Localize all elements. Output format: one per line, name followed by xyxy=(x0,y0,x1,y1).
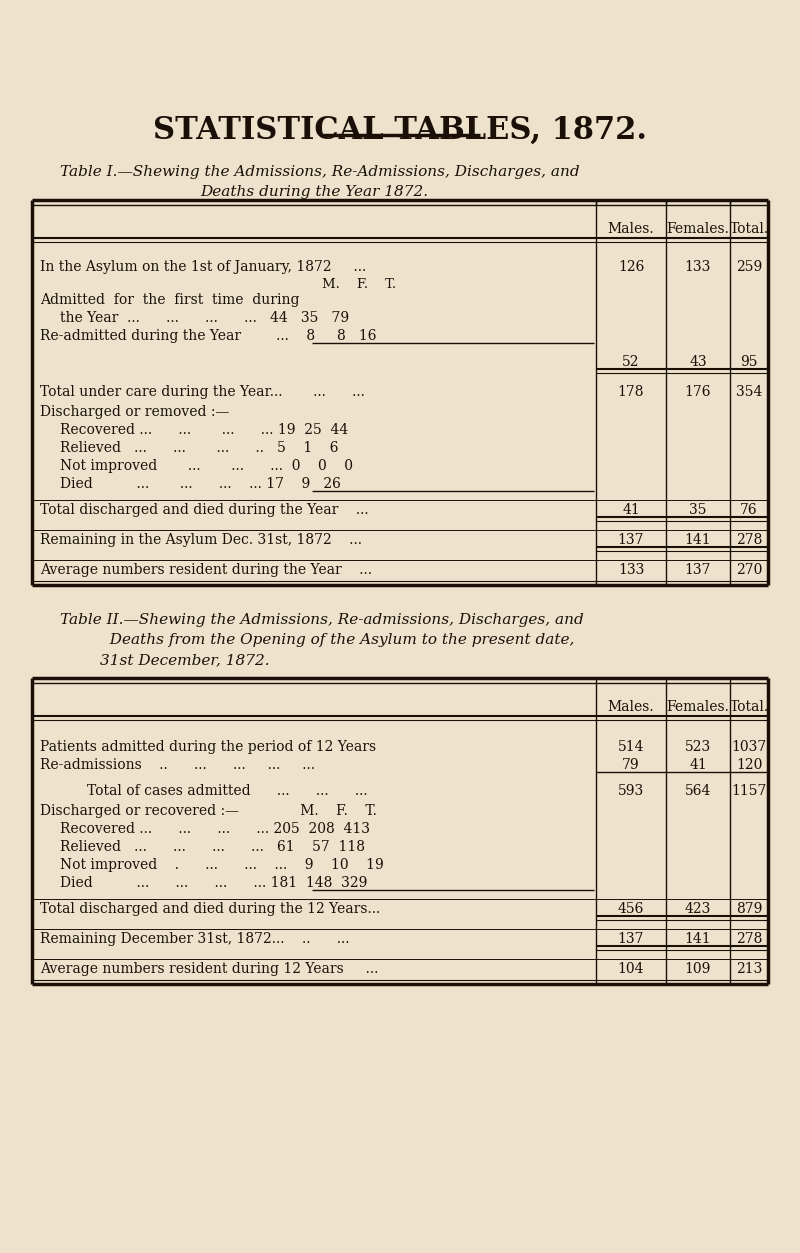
Text: 423: 423 xyxy=(685,902,711,916)
Text: Deaths during the Year 1872.: Deaths during the Year 1872. xyxy=(200,185,428,199)
Text: Total.: Total. xyxy=(730,222,769,236)
Text: 133: 133 xyxy=(618,563,644,576)
Text: 52: 52 xyxy=(622,355,640,368)
Text: 95: 95 xyxy=(740,355,758,368)
Text: M.    F.    T.: M. F. T. xyxy=(322,278,396,291)
Text: Remaining December 31st, 1872...    ..      ...: Remaining December 31st, 1872... .. ... xyxy=(40,932,350,946)
Text: Admitted  for  the  first  time  during: Admitted for the first time during xyxy=(40,293,299,307)
Text: Table I.—Shewing the Admissions, Re-Admissions, Discharges, and: Table I.—Shewing the Admissions, Re-Admi… xyxy=(60,165,580,179)
Text: 523: 523 xyxy=(685,741,711,754)
Text: Total discharged and died during the Year    ...: Total discharged and died during the Yea… xyxy=(40,502,369,517)
Text: Average numbers resident during the Year    ...: Average numbers resident during the Year… xyxy=(40,563,372,576)
Text: 354: 354 xyxy=(736,385,762,398)
Text: 278: 278 xyxy=(736,533,762,548)
Text: Not improved       ...       ...      ...  0    0    0: Not improved ... ... ... 0 0 0 xyxy=(60,459,353,472)
Text: 178: 178 xyxy=(618,385,644,398)
Text: 141: 141 xyxy=(685,533,711,548)
Text: Re-admissions    ..      ...      ...     ...     ...: Re-admissions .. ... ... ... ... xyxy=(40,758,315,772)
Text: Deaths from the Opening of the Asylum to the present date,: Deaths from the Opening of the Asylum to… xyxy=(100,633,574,647)
Text: Females.: Females. xyxy=(666,700,730,714)
Text: 41: 41 xyxy=(622,502,640,517)
Text: 120: 120 xyxy=(736,758,762,772)
Text: 259: 259 xyxy=(736,261,762,274)
Text: 41: 41 xyxy=(689,758,707,772)
Text: Table II.—Shewing the Admissions, Re-admissions, Discharges, and: Table II.—Shewing the Admissions, Re-adm… xyxy=(60,613,584,626)
Text: Re-admitted during the Year        ...    8     8   16: Re-admitted during the Year ... 8 8 16 xyxy=(40,330,377,343)
Text: Relieved   ...      ...      ...      ...   61    57  118: Relieved ... ... ... ... 61 57 118 xyxy=(60,840,365,855)
Text: 137: 137 xyxy=(618,533,644,548)
Text: 141: 141 xyxy=(685,932,711,946)
Text: 593: 593 xyxy=(618,784,644,798)
Text: Males.: Males. xyxy=(608,700,654,714)
Text: 514: 514 xyxy=(618,741,644,754)
Text: In the Asylum on the 1st of January, 1872     ...: In the Asylum on the 1st of January, 187… xyxy=(40,261,366,274)
Text: Total of cases admitted      ...      ...      ...: Total of cases admitted ... ... ... xyxy=(87,784,368,798)
Text: Males.: Males. xyxy=(608,222,654,236)
Text: Discharged or recovered :—              M.    F.    T.: Discharged or recovered :— M. F. T. xyxy=(40,804,377,818)
Text: Total.: Total. xyxy=(730,700,769,714)
Text: 137: 137 xyxy=(685,563,711,576)
Text: 137: 137 xyxy=(618,932,644,946)
Text: 270: 270 xyxy=(736,563,762,576)
Text: 79: 79 xyxy=(622,758,640,772)
Text: 126: 126 xyxy=(618,261,644,274)
Text: Not improved    .      ...      ...    ...    9    10    19: Not improved . ... ... ... 9 10 19 xyxy=(60,858,384,872)
Text: 176: 176 xyxy=(685,385,711,398)
Text: 1037: 1037 xyxy=(731,741,766,754)
Text: 104: 104 xyxy=(618,962,644,976)
Text: 31st December, 1872.: 31st December, 1872. xyxy=(100,653,270,667)
Text: 133: 133 xyxy=(685,261,711,274)
Text: 456: 456 xyxy=(618,902,644,916)
Text: STATISTICAL TABLES, 1872.: STATISTICAL TABLES, 1872. xyxy=(153,115,647,147)
Text: Died          ...      ...      ...      ... 181  148  329: Died ... ... ... ... 181 148 329 xyxy=(60,876,367,890)
Text: Recovered ...      ...       ...      ... 19  25  44: Recovered ... ... ... ... 19 25 44 xyxy=(60,424,348,437)
Text: 43: 43 xyxy=(689,355,707,368)
Text: Females.: Females. xyxy=(666,222,730,236)
Text: Remaining in the Asylum Dec. 31st, 1872    ...: Remaining in the Asylum Dec. 31st, 1872 … xyxy=(40,533,362,548)
Text: Relieved   ...      ...       ...      ..   5    1    6: Relieved ... ... ... .. 5 1 6 xyxy=(60,441,338,455)
Text: Average numbers resident during 12 Years     ...: Average numbers resident during 12 Years… xyxy=(40,962,378,976)
Text: Died          ...       ...      ...    ... 17    9   26: Died ... ... ... ... 17 9 26 xyxy=(60,477,341,491)
Text: 213: 213 xyxy=(736,962,762,976)
Text: the Year  ...      ...      ...      ...   44   35   79: the Year ... ... ... ... 44 35 79 xyxy=(60,311,349,325)
Text: Recovered ...      ...      ...      ... 205  208  413: Recovered ... ... ... ... 205 208 413 xyxy=(60,822,370,836)
Text: 1157: 1157 xyxy=(731,784,766,798)
Text: Discharged or removed :—: Discharged or removed :— xyxy=(40,405,230,419)
Text: Patients admitted during the period of 12 Years: Patients admitted during the period of 1… xyxy=(40,741,376,754)
Text: 109: 109 xyxy=(685,962,711,976)
Text: 879: 879 xyxy=(736,902,762,916)
Text: 564: 564 xyxy=(685,784,711,798)
Text: Total under care during the Year...       ...      ...: Total under care during the Year... ... … xyxy=(40,385,365,398)
Text: 278: 278 xyxy=(736,932,762,946)
Text: Total discharged and died during the 12 Years...: Total discharged and died during the 12 … xyxy=(40,902,380,916)
Text: 35: 35 xyxy=(690,502,706,517)
Text: 76: 76 xyxy=(740,502,758,517)
